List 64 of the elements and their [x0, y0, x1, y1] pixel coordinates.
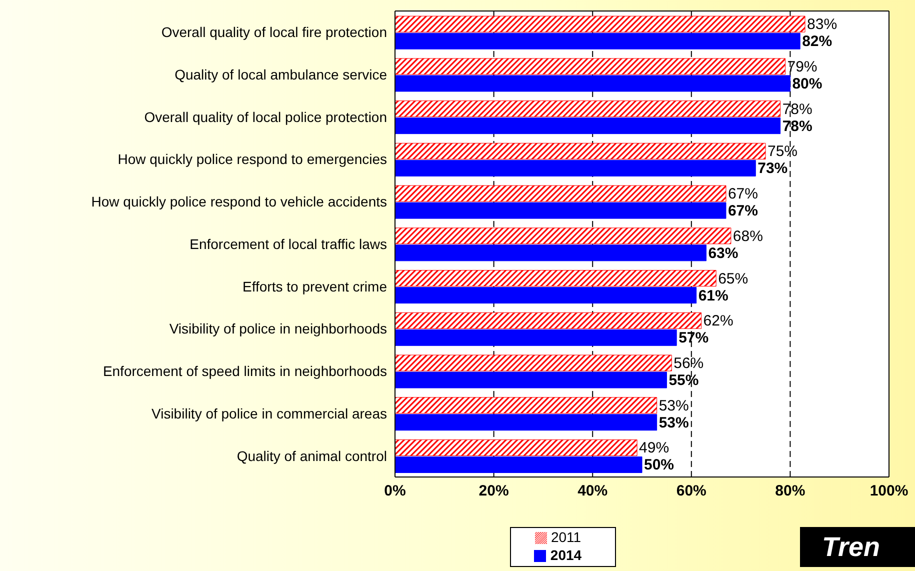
- bar: [395, 75, 790, 92]
- bar: [395, 118, 781, 134]
- data-label: 55%: [668, 372, 699, 389]
- x-tick-label: 40%: [578, 482, 608, 500]
- bar: [395, 244, 706, 262]
- bar: [395, 16, 806, 32]
- data-label: 61%: [698, 287, 728, 304]
- bar: [395, 287, 697, 304]
- bar: [395, 329, 677, 346]
- data-label: 79%: [787, 58, 818, 76]
- x-tick-label: 60%: [676, 482, 706, 500]
- text: Tren: [800, 527, 915, 567]
- y-tick-label: Enforcement of local traffic laws: [190, 236, 387, 252]
- bar: [395, 372, 667, 388]
- data-label: 83%: [807, 16, 838, 34]
- data-label: 78%: [782, 100, 812, 118]
- data-label: 75%: [768, 143, 798, 160]
- data-label: 62%: [703, 312, 734, 330]
- bar: [395, 439, 638, 456]
- data-label: 65%: [718, 270, 748, 288]
- data-label: 82%: [802, 33, 832, 50]
- y-tick-label: Visibility of police in commercial areas: [152, 405, 387, 422]
- data-label: 67%: [728, 202, 758, 220]
- y-tick-label: How quickly police respond to vehicle accidents: [91, 194, 387, 210]
- data-label: 68%: [732, 228, 763, 245]
- bar: [395, 160, 756, 176]
- y-tick-label: Quality of animal control: [236, 448, 387, 464]
- data-label: 53%: [658, 414, 689, 432]
- data-label: 49%: [639, 440, 670, 457]
- data-label: 50%: [644, 456, 674, 474]
- bar: [395, 100, 781, 118]
- legend-label: 2011: [550, 529, 582, 545]
- data-label: 63%: [708, 244, 738, 262]
- y-tick-label: How quickly police respond to emergencies: [118, 151, 387, 168]
- bar: [395, 58, 786, 75]
- data-label: 67%: [728, 186, 758, 203]
- bar: [395, 270, 716, 287]
- data-label: 57%: [678, 330, 709, 347]
- data-label: 78%: [782, 118, 812, 135]
- bar: [395, 354, 672, 372]
- bar: [395, 414, 658, 431]
- y-tick-label: Overall quality of local fire protection: [161, 24, 387, 40]
- x-tick-label: 20%: [478, 482, 509, 500]
- bar: [395, 142, 766, 160]
- y-tick-label: Quality of local ambulance service: [174, 66, 388, 83]
- x-tick-label: 80%: [775, 482, 806, 500]
- bar: [395, 312, 702, 329]
- y-tick-label: Efforts to prevent crime: [242, 278, 388, 294]
- bar: [395, 32, 800, 50]
- bar: [395, 397, 658, 414]
- y-tick-label: Enforcement of speed limits in neighborhoods: [102, 363, 387, 380]
- bar: [395, 202, 726, 219]
- data-label: 53%: [658, 397, 689, 414]
- data-label: 56%: [674, 354, 704, 372]
- y-tick-label: Visibility of police in neighborhoods: [169, 320, 387, 337]
- data-label: 80%: [792, 75, 822, 92]
- bar: [395, 228, 732, 244]
- y-tick-label: Overall quality of local police protection: [144, 108, 387, 125]
- data-label: 73%: [758, 160, 788, 178]
- bar: [395, 456, 642, 473]
- legend-label: 2014: [550, 547, 582, 563]
- x-tick-label: 0%: [384, 482, 406, 500]
- x-tick-label: 100%: [870, 482, 908, 500]
- bar: [395, 185, 726, 202]
